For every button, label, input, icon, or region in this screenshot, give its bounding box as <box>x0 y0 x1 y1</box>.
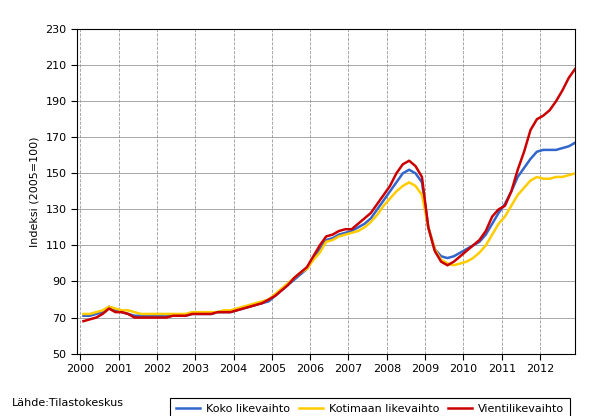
Legend: Koko likevaihto, Kotimaan likevaihto, Vientilikevaihto: Koko likevaihto, Kotimaan likevaihto, Vi… <box>170 398 570 416</box>
Koko likevaihto <box>329 236 336 241</box>
Koko likevaihto <box>80 313 87 318</box>
Y-axis label: Indeksi (2005=100): Indeksi (2005=100) <box>30 136 40 247</box>
Line: Koko likevaihto: Koko likevaihto <box>84 143 575 316</box>
Line: Kotimaan likevaihto: Kotimaan likevaihto <box>84 173 575 314</box>
Vientilikevaihto <box>163 315 170 320</box>
Kotimaan likevaihto <box>291 275 298 280</box>
Koko likevaihto <box>112 308 119 313</box>
Vientilikevaihto <box>329 232 336 237</box>
Koko likevaihto <box>431 247 438 252</box>
Kotimaan likevaihto <box>329 238 336 243</box>
Kotimaan likevaihto <box>431 247 438 252</box>
Koko likevaihto <box>572 140 579 145</box>
Kotimaan likevaihto <box>572 171 579 176</box>
Vientilikevaihto <box>431 248 438 253</box>
Kotimaan likevaihto <box>80 312 87 317</box>
Kotimaan likevaihto <box>112 306 119 311</box>
Kotimaan likevaihto <box>163 312 170 317</box>
Vientilikevaihto <box>572 66 579 71</box>
Line: Vientilikevaihto: Vientilikevaihto <box>84 69 575 321</box>
Text: Lähde:Tilastokeskus: Lähde:Tilastokeskus <box>12 398 124 408</box>
Vientilikevaihto <box>291 275 298 280</box>
Koko likevaihto <box>163 313 170 318</box>
Vientilikevaihto <box>112 310 119 314</box>
Kotimaan likevaihto <box>240 304 247 309</box>
Vientilikevaihto <box>80 319 87 324</box>
Koko likevaihto <box>291 277 298 282</box>
Koko likevaihto <box>240 306 247 311</box>
Vientilikevaihto <box>240 306 247 311</box>
